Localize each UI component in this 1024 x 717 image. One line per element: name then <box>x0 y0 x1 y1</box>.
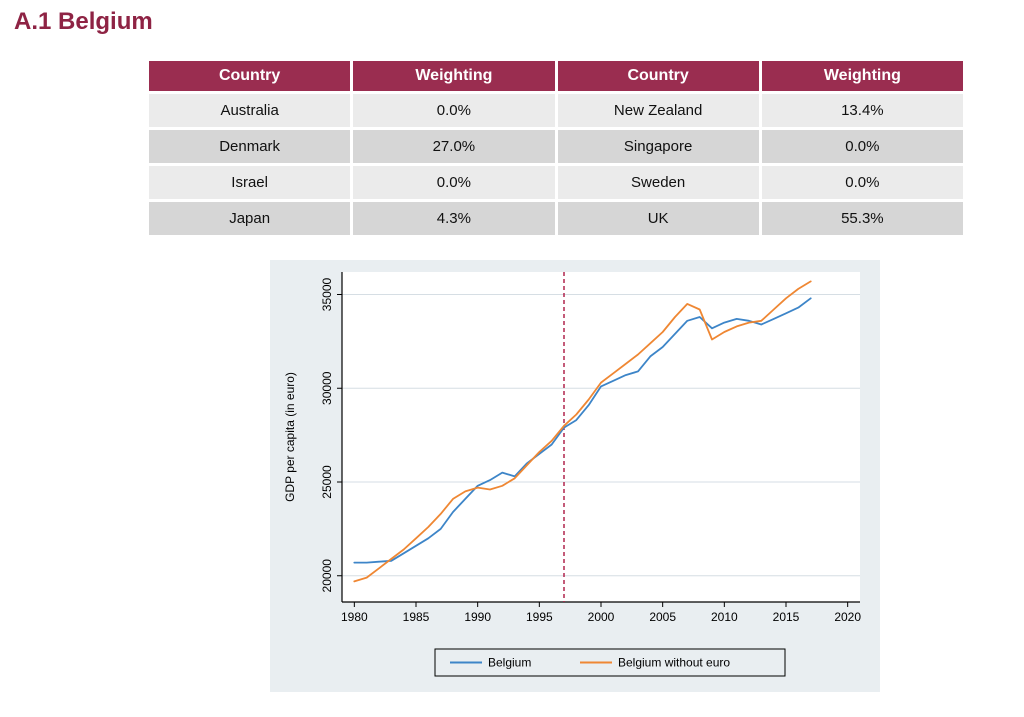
table-row: Australia 0.0% New Zealand 13.4% <box>149 94 963 127</box>
table-cell: 27.0% <box>353 130 555 163</box>
table-cell: Singapore <box>557 130 759 163</box>
table-cell: Sweden <box>557 166 759 199</box>
table-cell: Israel <box>149 166 351 199</box>
y-tick-label: 25000 <box>320 465 334 499</box>
x-tick-label: 2010 <box>711 610 738 624</box>
table-cell: 0.0% <box>353 94 555 127</box>
plot-area <box>342 272 860 602</box>
table-cell: 0.0% <box>761 166 963 199</box>
table-header-cell: Country <box>557 61 759 91</box>
table-header-cell: Weighting <box>761 61 963 91</box>
belgium-without-euro-line <box>353 280 812 583</box>
table-header-cell: Weighting <box>353 61 555 91</box>
chart-svg: 20000 25000 30000 35000 1980 1985 1990 1995 2000… <box>270 260 880 692</box>
y-tick-label: 30000 <box>320 371 334 405</box>
x-tick-label: 2005 <box>649 610 676 624</box>
table-cell: Australia <box>149 94 351 127</box>
x-tick-label: 2000 <box>588 610 615 624</box>
legend-label-belgium: Belgium <box>488 656 531 670</box>
x-tick-label: 1980 <box>341 610 368 624</box>
weighting-table: Country Weighting Country Weighting Austral… <box>146 58 966 238</box>
table-cell: 13.4% <box>761 94 963 127</box>
table-cell: New Zealand <box>557 94 759 127</box>
x-tick-label: 1995 <box>526 610 553 624</box>
table-cell: Denmark <box>149 130 351 163</box>
table-row: Japan 4.3% UK 55.3% <box>149 202 963 235</box>
table-row: Denmark 27.0% Singapore 0.0% <box>149 130 963 163</box>
table-cell: 4.3% <box>353 202 555 235</box>
belgium-line <box>353 297 812 564</box>
table-row: Israel 0.0% Sweden 0.0% <box>149 166 963 199</box>
table-head-row: Country Weighting Country Weighting <box>149 61 963 91</box>
x-tick-label: 1985 <box>403 610 430 624</box>
table-cell: Japan <box>149 202 351 235</box>
table-body: Australia 0.0% New Zealand 13.4% Denmark 27.0… <box>149 94 963 235</box>
table-cell: UK <box>557 202 759 235</box>
y-tick-label: 35000 <box>320 277 334 311</box>
table-header-cell: Country <box>149 61 351 91</box>
x-tick-label: 2015 <box>773 610 800 624</box>
legend-label-belgium-without-euro: Belgium without euro <box>618 656 730 670</box>
gdp-chart: 20000 25000 30000 35000 1980 1985 1990 1995 2000… <box>270 260 880 692</box>
x-tick-label: 2020 <box>834 610 861 624</box>
page-title: A.1 Belgium <box>14 8 153 35</box>
table-cell: 0.0% <box>353 166 555 199</box>
table-cell: 0.0% <box>761 130 963 163</box>
y-axis-title: GDP per capita (in euro) <box>283 372 297 502</box>
table-cell: 55.3% <box>761 202 963 235</box>
y-tick-label: 20000 <box>320 559 334 593</box>
x-tick-label: 1990 <box>464 610 491 624</box>
